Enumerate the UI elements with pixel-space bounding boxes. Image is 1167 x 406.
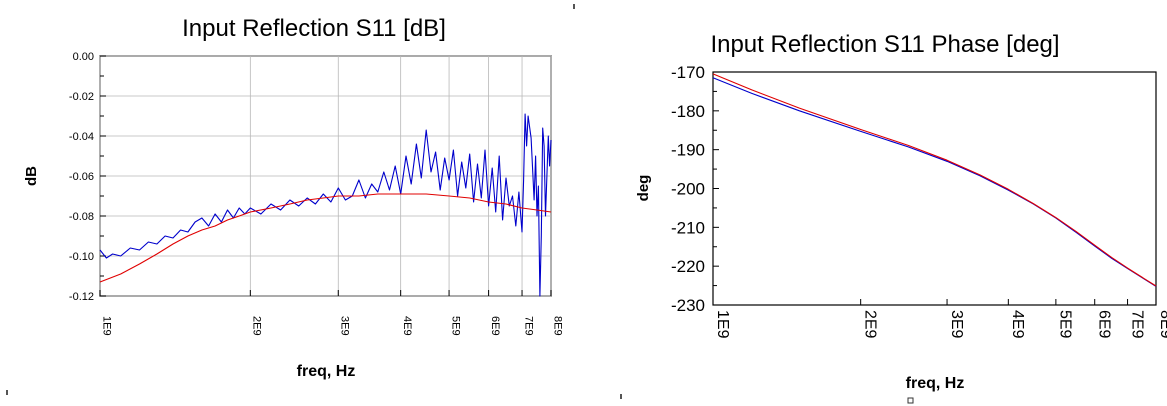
x-tick-label: 1E9 (100, 316, 112, 336)
x-tick-label: 1E9 (714, 310, 731, 339)
margin-mark (573, 4, 575, 9)
x-tick-label: 4E9 (1009, 310, 1026, 339)
chart-magnitude: Input Reflection S11 [dB] 0.00 -0.02 -0.04… (23, 15, 563, 380)
y-tick-label: 0.00 (73, 51, 94, 63)
x-tick-label: 7E9 (1128, 310, 1145, 339)
y-tick-label: -190 (671, 141, 705, 160)
y-tick-label: -0.10 (69, 251, 94, 263)
margin-mark (6, 390, 8, 395)
series-group (712, 73, 1157, 287)
series-line (99, 193, 552, 283)
y-tick-label: -0.08 (69, 211, 94, 223)
x-axis: 1E9 2E9 3E9 4E9 5E9 6E9 7E9 8E9 (712, 299, 1167, 339)
x-tick-label: 2E9 (251, 316, 263, 336)
y-tick-label: -180 (671, 102, 705, 121)
series-group (99, 113, 552, 297)
x-tick-label: 5E9 (1057, 310, 1074, 339)
series-line (99, 113, 552, 297)
y-axis-label: dB (23, 166, 40, 186)
x-tick-label: 6E9 (1096, 310, 1113, 339)
x-axis-label: freq, Hz (906, 375, 965, 392)
y-axis-label: deg (635, 175, 652, 202)
chart-title: Input Reflection S11 [dB] (182, 15, 446, 42)
y-tick-label: -210 (671, 218, 705, 237)
x-tick-label: 6E9 (489, 316, 501, 336)
x-tick-label: 3E9 (948, 310, 965, 339)
y-tick-label: -0.06 (69, 171, 94, 183)
x-tick-label: 3E9 (339, 316, 351, 336)
x-axis-label: freq, Hz (297, 363, 356, 380)
x-tick-label: 4E9 (401, 316, 413, 336)
x-tick-label: 8E9 (1157, 310, 1167, 339)
y-axis: 0.00 -0.02 -0.04 -0.06 -0.08 -0.10 -0.12 (69, 51, 106, 303)
series-line (712, 77, 1157, 287)
chart-title: Input Reflection S11 Phase [deg] (710, 31, 1059, 58)
x-tick-label: 2E9 (861, 310, 878, 339)
x-tick-label: 8E9 (551, 316, 563, 336)
margin-mark (907, 397, 914, 404)
y-tick-label: -230 (671, 296, 705, 315)
y-tick-label: -0.04 (69, 131, 94, 143)
y-tick-label: -0.12 (69, 291, 94, 303)
x-tick-label: 5E9 (449, 316, 461, 336)
y-tick-label: -200 (671, 179, 705, 198)
y-tick-label: -0.02 (69, 91, 94, 103)
y-axis: -170 -180 -190 -200 -210 -220 -230 (671, 63, 719, 315)
x-tick-label: 7E9 (522, 316, 534, 336)
plot-frame (712, 71, 1157, 306)
x-axis: 1E9 2E9 3E9 4E9 5E9 6E9 7E9 8E9 (99, 290, 563, 336)
chart-phase: Input Reflection S11 Phase [deg] -170 -18… (635, 31, 1167, 392)
y-tick-label: -170 (671, 63, 705, 82)
margin-mark (620, 394, 622, 399)
y-tick-label: -220 (671, 257, 705, 276)
series-line (712, 73, 1157, 287)
